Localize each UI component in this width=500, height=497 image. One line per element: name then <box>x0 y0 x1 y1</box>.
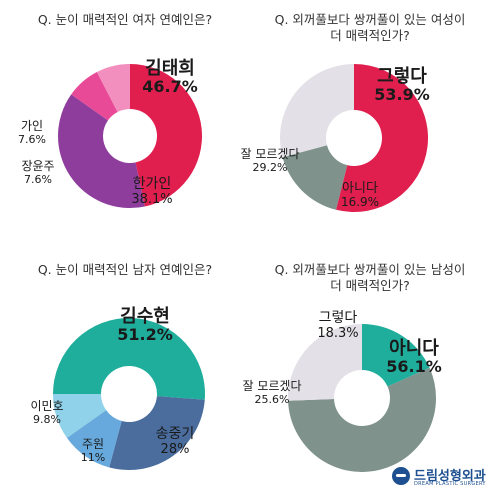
chart1-label-4: 가인 <box>21 119 43 133</box>
chart3-slice-3 <box>66 410 122 468</box>
chart3-slice-2 <box>109 396 205 470</box>
chart4-title: Q. 외꺼풀보다 쌍꺼풀이 있는 남성이 더 매력적인가? <box>250 262 490 294</box>
chart2-value-3: 29.2% <box>253 161 288 174</box>
chart3-value-2: 28% <box>161 442 190 457</box>
chart4-label-2: 아니다 <box>389 338 439 359</box>
chart3-value-4: 9.8% <box>33 413 61 426</box>
logo-subtitle: DREAM PLASTIC SURGERY <box>414 481 486 487</box>
chart4-title-line2: 더 매력적인가? <box>330 278 410 293</box>
chart2-slice-3 <box>280 64 354 158</box>
chart4-label-3: 잘 모르겠다 <box>242 379 301 393</box>
chart1-slice-1 <box>130 64 202 207</box>
chart3-label-1: 김수현 <box>120 306 170 327</box>
chart4-slice-1 <box>362 324 430 387</box>
chart1-value-1: 46.7% <box>142 77 198 96</box>
chart4-slice-2 <box>288 367 436 472</box>
chart1-value-4: 7.6% <box>18 133 46 146</box>
chart1-slice-4 <box>96 64 130 113</box>
chart3-label-3: 주원 <box>82 437 104 451</box>
chart1-title: Q. 눈이 매력적인 여자 연예인은? <box>15 12 235 28</box>
chart3-label-2: 송중기 <box>156 426 195 442</box>
chart2-value-2: 16.9% <box>341 195 379 209</box>
chart1-label-1: 김태희 <box>145 58 195 79</box>
chart1-value-3: 7.6% <box>24 173 52 186</box>
chart3-title-text: Q. 눈이 매력적인 남자 연예인은? <box>37 262 213 277</box>
chart4-value-2: 56.1% <box>386 357 442 376</box>
chart1-value-2: 38.1% <box>131 192 172 207</box>
chart2-title: Q. 외꺼풀보다 쌍꺼풀이 있는 여성이 더 매력적인가? <box>250 12 490 44</box>
chart4-label-1: 그렇다 <box>319 310 358 326</box>
chart3-slice-4 <box>53 394 107 438</box>
chart2-slice-1 <box>336 64 429 212</box>
chart1-label-3: 장윤주 <box>21 159 54 173</box>
chart4-title-line1: Q. 외꺼풀보다 쌍꺼풀이 있는 남성이 <box>274 262 466 277</box>
chart2-title-line2: 더 매력적인가? <box>330 28 410 43</box>
chart1-title-text: Q. 눈이 매력적인 여자 연예인은? <box>37 12 213 27</box>
chart2-slice-2 <box>282 145 348 210</box>
chart3-value-3: 11% <box>81 451 105 464</box>
chart3-value-1: 51.2% <box>117 325 173 344</box>
chart4-value-1: 18.3% <box>317 326 358 341</box>
brand-logo: 드림성형외과 DREAM PLASTIC SURGERY <box>392 465 492 491</box>
chart2-title-line1: Q. 외꺼풀보다 쌍꺼풀이 있는 여성이 <box>274 12 466 27</box>
logo-mark-icon <box>392 467 410 485</box>
chart1-slice-3 <box>71 72 118 121</box>
chart4-slice-3 <box>288 324 362 401</box>
chart1-slice-2 <box>57 94 145 208</box>
chart3-title: Q. 눈이 매력적인 남자 연예인은? <box>15 262 235 278</box>
chart2-label-1: 그렇다 <box>377 66 427 87</box>
chart4-value-3: 25.6% <box>255 393 290 406</box>
chart2-label-3: 잘 모르겠다 <box>240 147 299 161</box>
chart3-slice-1 <box>53 318 205 400</box>
chart1-label-2: 한가인 <box>133 176 172 192</box>
chart2-value-1: 53.9% <box>374 85 430 104</box>
chart3-label-4: 이민호 <box>30 399 63 413</box>
logo-name: 드림성형외과 <box>414 469 486 484</box>
chart2-label-2: 아니다 <box>342 181 378 196</box>
